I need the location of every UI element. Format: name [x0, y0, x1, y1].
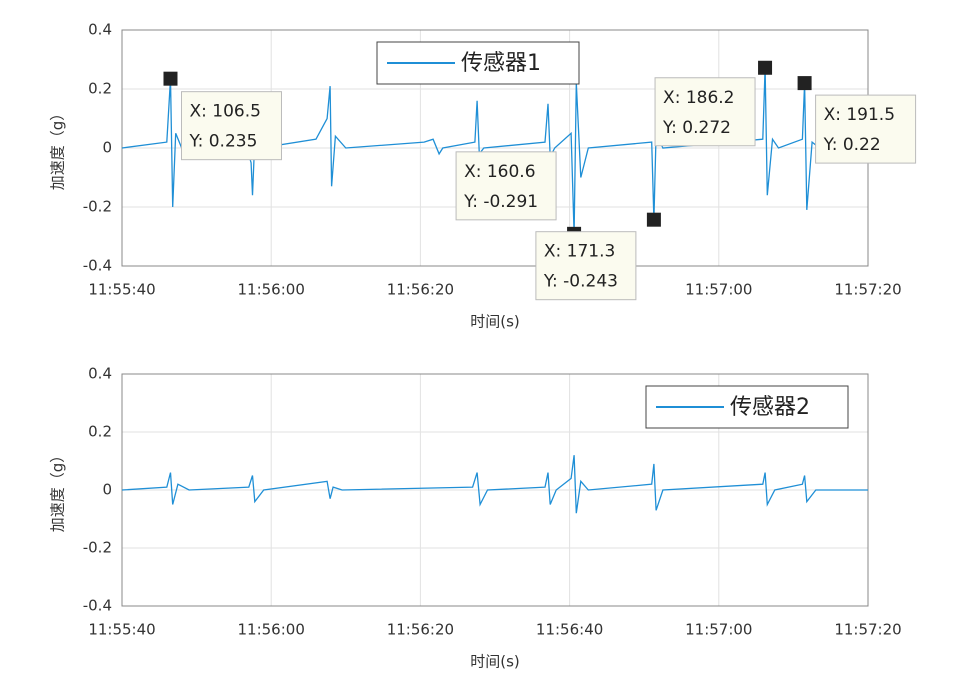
datatip-x: X: 171.3	[544, 242, 615, 262]
y-tick-label: -0.4	[83, 597, 112, 615]
x-tick-label: 11:55:40	[88, 621, 155, 639]
datatip-x: X: 160.6	[464, 162, 535, 182]
x-tick-label: 11:57:20	[834, 281, 901, 299]
datatip-marker	[163, 71, 178, 86]
y-tick-label: -0.2	[83, 539, 112, 557]
datatip-y: Y: -0.243	[543, 272, 618, 292]
y-axis-label: 加速度（g）	[49, 106, 67, 191]
legend-box	[376, 41, 580, 85]
x-tick-label: 11:56:40	[536, 621, 603, 639]
datatip-marker	[797, 76, 812, 91]
x-tick-label: 11:57:20	[834, 621, 901, 639]
x-tick-label: 11:55:40	[88, 281, 155, 299]
x-tick-label: 11:56:20	[387, 621, 454, 639]
x-tick-label: 11:56:00	[238, 621, 305, 639]
datatip-box	[180, 91, 282, 161]
y-tick-label: 0.2	[88, 80, 112, 98]
y-tick-label: -0.4	[83, 257, 112, 275]
y-axis-label: 加速度（g）	[49, 448, 67, 533]
y-tick-label: 0	[102, 481, 112, 499]
datatip-x: X: 191.5	[824, 105, 895, 125]
datatip-box	[535, 231, 637, 301]
datatip-box	[455, 151, 557, 221]
x-axis-label: 时间(s)	[470, 653, 520, 671]
datatip-marker	[758, 60, 773, 75]
datatip-y: Y: 0.272	[662, 118, 731, 138]
datatip-y: Y: -0.291	[463, 192, 538, 212]
datatip-y: Y: 0.235	[188, 132, 257, 152]
datatip-x: X: 186.2	[663, 88, 734, 108]
y-tick-label: 0	[102, 139, 112, 157]
x-axis-label: 时间(s)	[470, 313, 520, 331]
signal-line	[121, 67, 868, 234]
signal-line	[121, 455, 868, 514]
datatip-box	[815, 94, 917, 164]
x-tick-label: 11:57:00	[685, 281, 752, 299]
x-tick-label: 11:56:00	[238, 281, 305, 299]
y-tick-label: -0.2	[83, 198, 112, 216]
legend-label: 传感器2	[730, 395, 810, 420]
y-tick-label: 0.4	[88, 21, 112, 39]
datatip-y: Y: 0.22	[823, 135, 881, 155]
y-tick-label: 0.2	[88, 423, 112, 441]
datatip-box	[654, 77, 756, 147]
legend-label: 传感器1	[461, 51, 541, 76]
y-tick-label: 0.4	[88, 365, 112, 383]
datatip-x: X: 106.5	[189, 102, 260, 122]
datatip-marker	[646, 212, 661, 227]
x-tick-label: 11:57:00	[685, 621, 752, 639]
x-tick-label: 11:56:20	[387, 281, 454, 299]
